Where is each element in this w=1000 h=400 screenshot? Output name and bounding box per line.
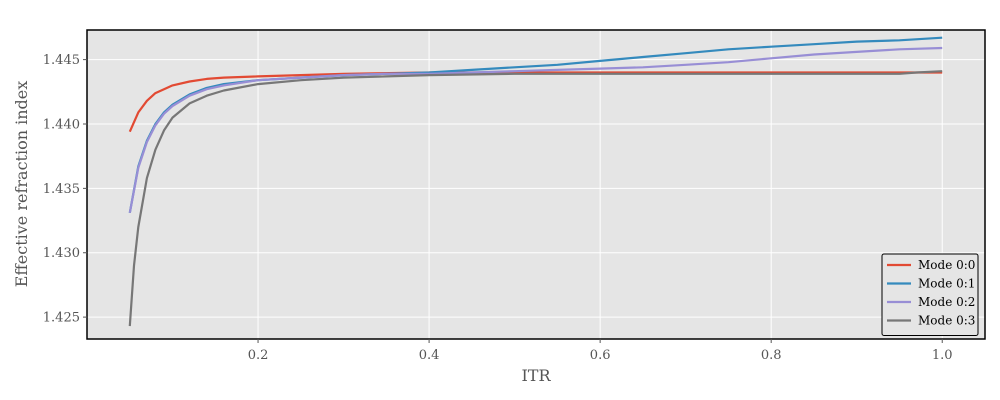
y-tick-label: 1.425 [43, 311, 80, 326]
legend: Mode 0:0 Mode 0:1 Mode 0:2 Mode 0:3 [881, 253, 979, 336]
y-axis-ticks: 1.425 1.430 1.435 1.440 1.445 [43, 53, 87, 326]
x-axis-label: ITR [521, 366, 551, 385]
x-tick-label: 1.0 [932, 348, 953, 363]
legend-label: Mode 0:2 [918, 295, 975, 309]
x-tick-label: 0.2 [248, 348, 269, 363]
series-lines [128, 36, 943, 327]
grid [87, 30, 985, 339]
series-line-mode-0-3 [128, 70, 943, 327]
y-tick-label: 1.430 [43, 246, 80, 261]
plot-area [87, 30, 985, 339]
x-tick-label: 0.8 [761, 348, 782, 363]
series-line-mode-0-2 [128, 46, 943, 214]
plot-frame [86, 29, 986, 340]
legend-label: Mode 0:0 [918, 258, 975, 272]
y-tick-label: 1.445 [43, 53, 80, 68]
legend-label: Mode 0:3 [918, 314, 975, 328]
legend-label: Mode 0:1 [918, 277, 975, 291]
series-line-mode-0-0 [128, 71, 943, 133]
x-axis-ticks: 0.2 0.4 0.6 0.8 1.0 [248, 339, 953, 363]
y-tick-label: 1.435 [43, 182, 80, 197]
y-tick-label: 1.440 [43, 117, 80, 132]
legend-box [881, 253, 979, 336]
x-tick-label: 0.4 [419, 348, 440, 363]
x-tick-label: 0.6 [590, 348, 611, 363]
y-axis-label: Effective refraction index [12, 81, 31, 288]
